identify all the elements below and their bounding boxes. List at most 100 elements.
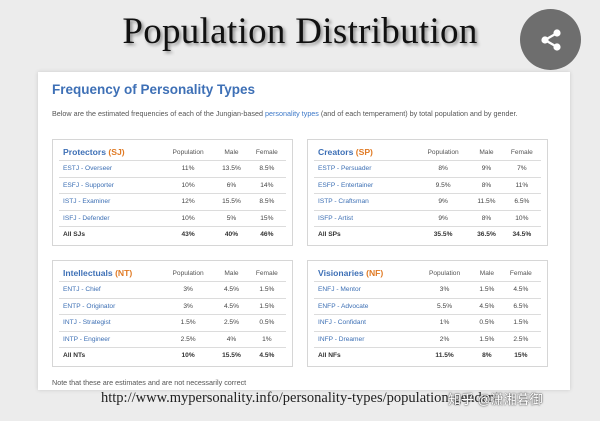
total-label: All NFs bbox=[314, 347, 416, 364]
table-row: ESTJ - Overseer 11% 13.5% 8.5% bbox=[59, 160, 286, 177]
type-name[interactable]: ESTP - Persuader bbox=[314, 160, 416, 177]
table-row: ENTP - Originator 3% 4.5% 1.5% bbox=[59, 297, 286, 315]
type-name[interactable]: ISTJ - Examiner bbox=[59, 193, 161, 210]
male-value: 11.5% bbox=[470, 193, 503, 210]
table-row: ESFJ - Supporter 10% 6% 14% bbox=[59, 176, 286, 194]
male-value: 36.5% bbox=[470, 226, 503, 243]
female-value: 7% bbox=[502, 160, 541, 177]
table-protectors: Protectors (SJ) Population Male Female E… bbox=[59, 144, 286, 243]
population-value: 2% bbox=[416, 330, 474, 348]
personality-types-link[interactable]: personality types bbox=[264, 109, 319, 118]
male-value: 0.5% bbox=[473, 314, 501, 331]
type-name[interactable]: ENTJ - Chief bbox=[59, 281, 161, 298]
total-label: All SJs bbox=[59, 226, 161, 243]
source-url: http://www.mypersonality.info/personalit… bbox=[101, 390, 497, 406]
type-name[interactable]: ESFP - Entertainer bbox=[314, 176, 416, 194]
col-population: Population bbox=[427, 148, 459, 156]
table-row: INFJ - Confidant 1% 0.5% 1.5% bbox=[314, 314, 541, 331]
population-value: 3% bbox=[161, 297, 216, 315]
female-value: 2.5% bbox=[500, 330, 541, 348]
male-value: 2.5% bbox=[215, 314, 248, 331]
group-name: Intellectuals bbox=[63, 268, 116, 278]
col-female: Female bbox=[510, 148, 533, 156]
male-value: 5% bbox=[215, 209, 248, 227]
population-value: 9% bbox=[416, 193, 471, 210]
group-code: (SP) bbox=[355, 147, 373, 157]
type-name[interactable]: INTJ - Strategist bbox=[59, 314, 161, 331]
male-value: 4% bbox=[215, 330, 248, 348]
type-name[interactable]: ISFP - Artist bbox=[314, 209, 416, 227]
population-value: 10% bbox=[161, 176, 216, 194]
population-value: 9% bbox=[416, 209, 471, 227]
type-name[interactable]: ESTJ - Overseer bbox=[59, 160, 161, 177]
type-name[interactable]: INFP - Dreamer bbox=[314, 330, 416, 348]
female-value: 11% bbox=[502, 176, 541, 194]
female-value: 1.5% bbox=[247, 297, 286, 315]
type-name[interactable]: ENFJ - Mentor bbox=[314, 281, 416, 298]
group-code: (NF) bbox=[366, 268, 384, 278]
female-value: 15% bbox=[500, 347, 541, 364]
population-value: 1.5% bbox=[161, 314, 216, 331]
table-row: ESTP - Persuader 8% 9% 7% bbox=[314, 160, 541, 177]
col-population: Population bbox=[428, 269, 461, 277]
total-row: All NTs 10% 15.5% 4.5% bbox=[59, 347, 286, 364]
table-creators: Creators (SP) Population Male Female EST… bbox=[314, 144, 541, 243]
table-row: ISTJ - Examiner 12% 15.5% 8.5% bbox=[59, 193, 286, 210]
type-name[interactable]: ENFP - Advocate bbox=[314, 297, 416, 315]
female-value: 4.5% bbox=[247, 347, 286, 364]
col-male: Male bbox=[224, 148, 239, 156]
female-value: 46% bbox=[247, 226, 286, 243]
male-value: 9% bbox=[470, 160, 503, 177]
male-value: 15.5% bbox=[215, 347, 248, 364]
female-value: 0.5% bbox=[247, 314, 286, 331]
table-row: INTP - Engineer 2.5% 4% 1% bbox=[59, 330, 286, 348]
total-label: All NTs bbox=[59, 347, 161, 364]
table-row: INTJ - Strategist 1.5% 2.5% 0.5% bbox=[59, 314, 286, 331]
male-value: 4.5% bbox=[473, 297, 501, 315]
population-value: 43% bbox=[161, 226, 216, 243]
population-value: 5.5% bbox=[416, 297, 474, 315]
type-name[interactable]: ISFJ - Defender bbox=[59, 209, 161, 227]
female-value: 6.5% bbox=[502, 193, 541, 210]
male-value: 1.5% bbox=[473, 330, 501, 348]
type-name[interactable]: ENTP - Originator bbox=[59, 297, 161, 315]
population-value: 10% bbox=[161, 209, 216, 227]
population-value: 11% bbox=[161, 160, 216, 177]
male-value: 8% bbox=[470, 209, 503, 227]
type-name[interactable]: ESFJ - Supporter bbox=[59, 176, 161, 194]
total-row: All NFs 11.5% 8% 15% bbox=[314, 347, 541, 364]
type-name[interactable]: INFJ - Confidant bbox=[314, 314, 416, 331]
group-code: (NT) bbox=[115, 268, 133, 278]
table-visionaries: Visionaries (NF) Population Male Female … bbox=[314, 265, 541, 364]
population-value: 35.5% bbox=[416, 226, 471, 243]
table-row: ENFJ - Mentor 3% 1.5% 4.5% bbox=[314, 281, 541, 298]
male-value: 13.5% bbox=[215, 160, 248, 177]
type-name[interactable]: ISTP - Craftsman bbox=[314, 193, 416, 210]
population-value: 12% bbox=[161, 193, 216, 210]
card-title: Frequency of Personality Types bbox=[52, 82, 256, 97]
panel-visionaries: Visionaries (NF) Population Male Female … bbox=[307, 260, 548, 367]
panel-creators: Creators (SP) Population Male Female EST… bbox=[307, 139, 548, 246]
male-value: 4.5% bbox=[215, 281, 248, 298]
female-value: 1.5% bbox=[247, 281, 286, 298]
table-row: ISFJ - Defender 10% 5% 15% bbox=[59, 209, 286, 227]
share-button[interactable] bbox=[520, 9, 581, 70]
group-title: Creators (SP) bbox=[314, 144, 416, 161]
group-name: Visionaries bbox=[318, 268, 367, 278]
col-male: Male bbox=[479, 269, 495, 277]
card-note: Note that these are estimates and are no… bbox=[52, 378, 247, 387]
card-intro: Below are the estimated frequencies of e… bbox=[52, 109, 552, 119]
share-icon bbox=[540, 28, 561, 51]
population-value: 8% bbox=[416, 160, 471, 177]
col-male: Male bbox=[224, 269, 239, 277]
table-intellectuals: Intellectuals (NT) Population Male Femal… bbox=[59, 265, 286, 364]
total-row: All SJs 43% 40% 46% bbox=[59, 226, 286, 243]
population-value: 11.5% bbox=[416, 347, 474, 364]
female-value: 1% bbox=[247, 330, 286, 348]
col-population: Population bbox=[172, 269, 204, 277]
female-value: 34.5% bbox=[502, 226, 541, 243]
slide-title: Population Distribution bbox=[122, 11, 478, 52]
population-value: 3% bbox=[416, 281, 474, 298]
intro-text-after: (and of each temperament) by total popul… bbox=[318, 109, 518, 118]
type-name[interactable]: INTP - Engineer bbox=[59, 330, 161, 348]
